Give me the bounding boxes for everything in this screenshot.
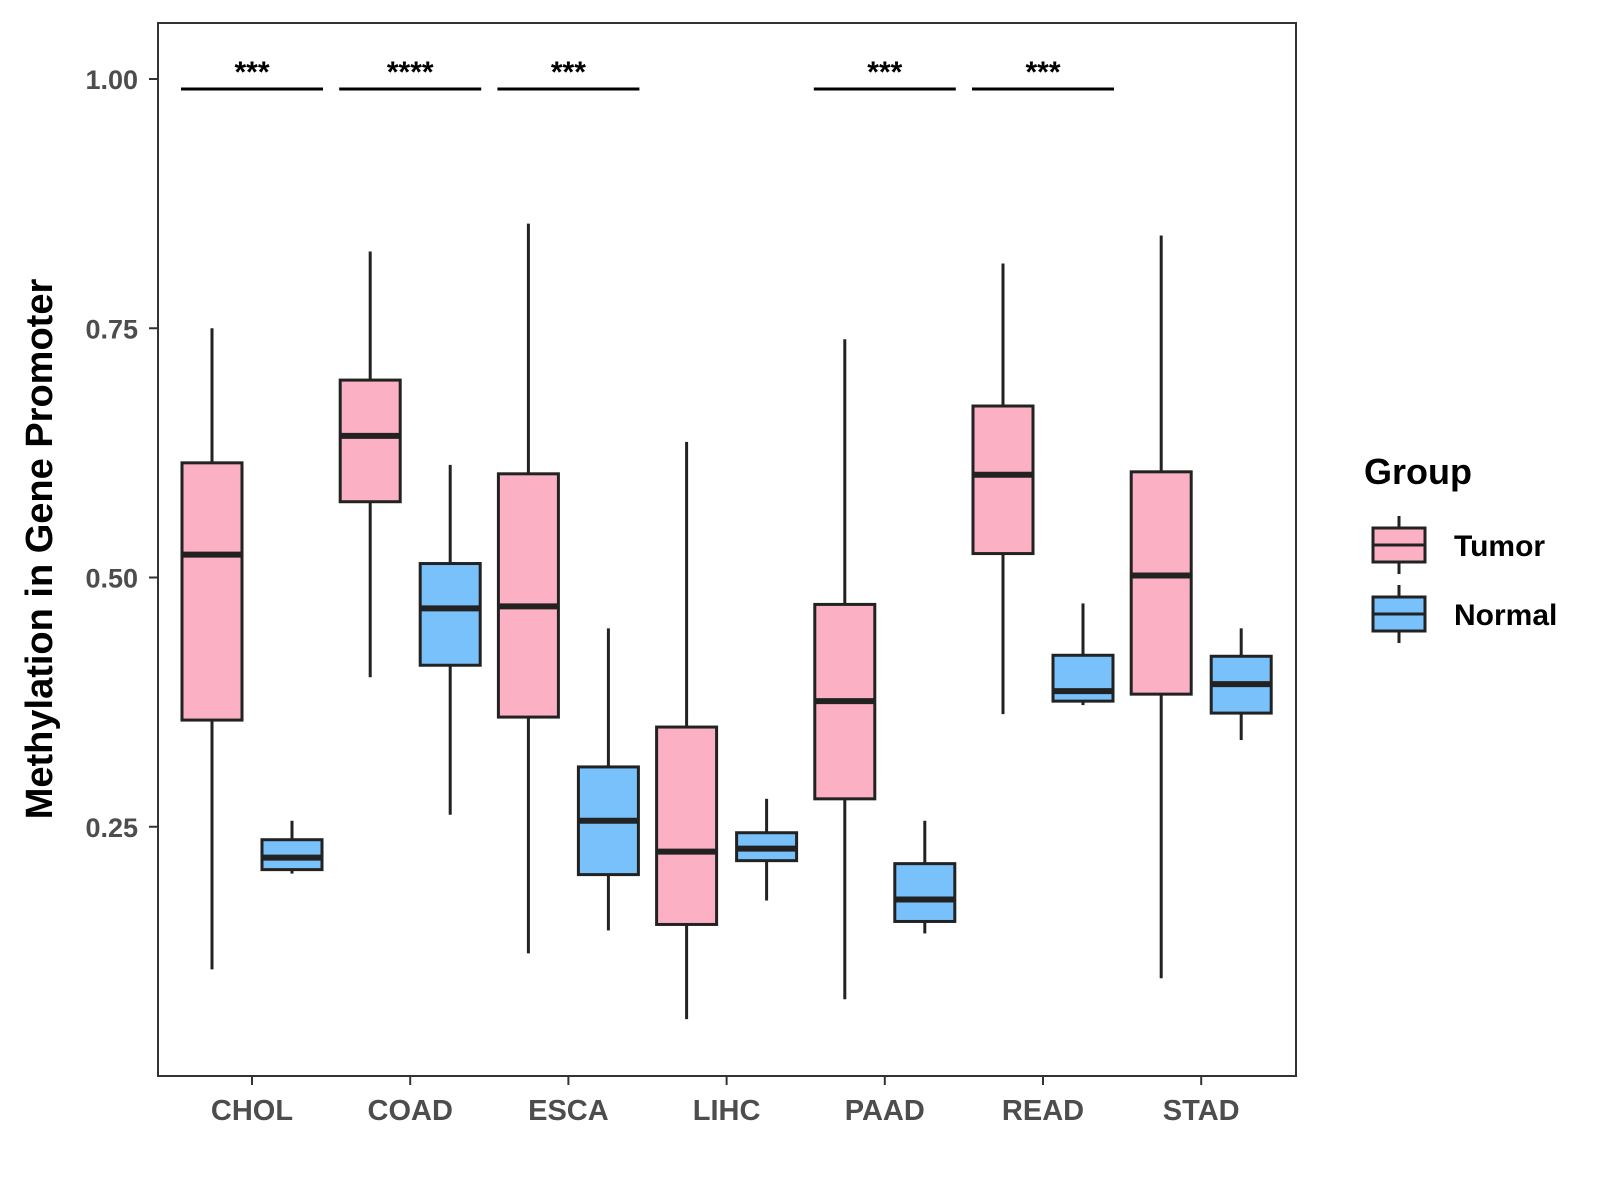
box-body: [338, 378, 402, 504]
box-body: [1129, 470, 1193, 696]
legend-label-tumor: Tumor: [1454, 530, 1545, 563]
chart-axes: 0.25 0.50 0.75 1.00 CHOL COAD ESCA LIHC PAAD READ…: [85, 65, 1239, 1127]
significance-label-read: ***: [1025, 56, 1060, 89]
box-stad-tumor: [1129, 235, 1193, 979]
box-body: [971, 404, 1035, 556]
y-tick-label: 1.00: [85, 65, 138, 95]
y-tick-label: 0.75: [85, 314, 138, 344]
x-tick-label: STAD: [1163, 1095, 1240, 1127]
box-body: [893, 862, 957, 923]
y-tick-label: 0.25: [85, 813, 138, 843]
x-tick-label: PAAD: [845, 1095, 925, 1127]
box-lihc-normal: [735, 798, 799, 901]
box-paad-tumor: [813, 339, 877, 1000]
significance-label-chol: ***: [234, 56, 269, 89]
y-axis-title: Methylation in Gene Promoter: [19, 279, 61, 820]
box-body: [418, 562, 482, 667]
box-coad-normal: [418, 464, 482, 815]
box-esca-tumor: [496, 223, 560, 954]
box-stad-normal: [1209, 628, 1273, 741]
significance-label-esca: ***: [551, 56, 586, 89]
box-chol-tumor: [180, 328, 244, 970]
x-tick-label: CHOL: [211, 1095, 293, 1127]
x-tick-label: COAD: [368, 1095, 453, 1127]
legend-label-normal: Normal: [1454, 599, 1557, 632]
y-tick-label: 0.50: [85, 564, 138, 594]
box-body: [180, 461, 244, 722]
box-body: [1051, 653, 1115, 703]
chart-marks: *** **** *** *** ***: [180, 56, 1273, 1020]
box-coad-tumor: [338, 251, 402, 678]
x-tick-label: READ: [1002, 1095, 1084, 1127]
box-body: [655, 725, 719, 926]
box-read-normal: [1051, 603, 1115, 706]
significance-label-coad: ****: [387, 56, 434, 89]
legend: Group Tumor Normal: [1364, 451, 1557, 643]
box-chol-normal: [260, 820, 324, 874]
plot-panel: [157, 22, 1297, 1077]
significance-label-paad: ***: [867, 56, 902, 89]
box-lihc-tumor: [655, 441, 719, 1020]
box-body: [496, 472, 560, 719]
legend-key-normal: [1371, 585, 1427, 643]
x-tick-label: LIHC: [693, 1095, 761, 1127]
x-tick-label: ESCA: [528, 1095, 609, 1127]
legend-key-tumor: [1371, 516, 1427, 574]
box-read-tumor: [971, 263, 1035, 715]
box-paad-normal: [893, 820, 957, 934]
legend-title: Group: [1364, 451, 1472, 492]
box-esca-normal: [576, 628, 640, 931]
